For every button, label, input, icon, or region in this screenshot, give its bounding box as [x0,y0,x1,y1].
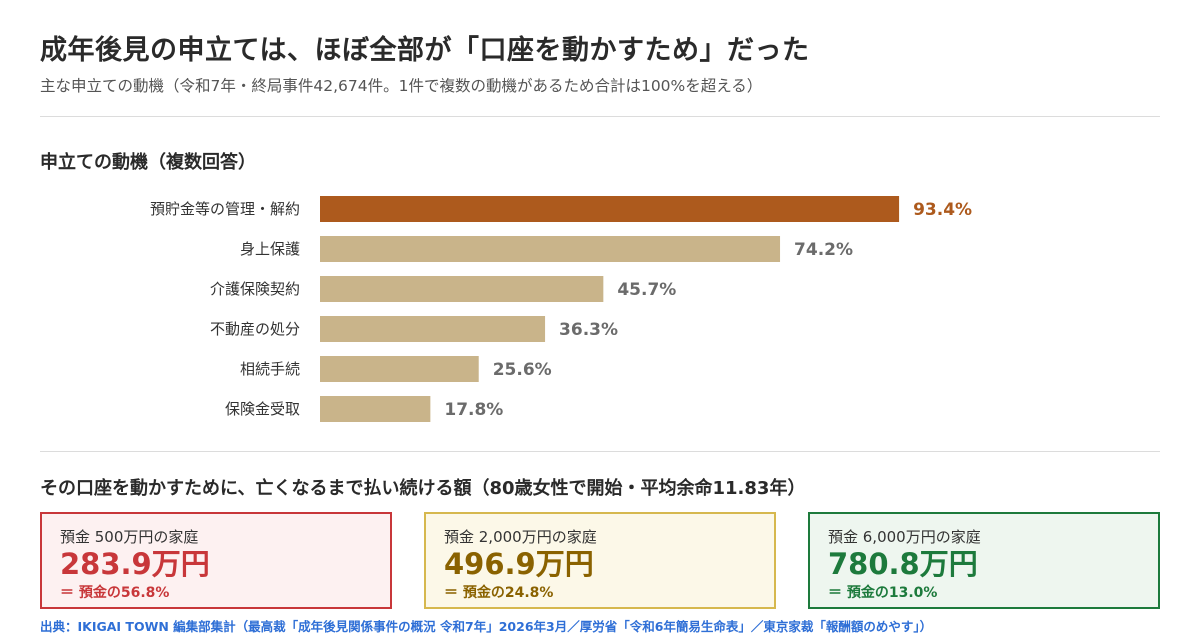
card-ratio: ＝ 預金の24.8% [444,584,554,601]
bar [320,316,546,342]
cost-card: 預金 2,000万円の家庭 496.9万円 ＝ 預金の24.8% [424,512,776,609]
value-label: 93.4% [913,200,972,220]
divider [40,451,1160,452]
category-label: 介護保険契約 [210,280,300,298]
card-value: 496.9万円 [444,547,594,581]
divider [40,116,1160,117]
bar [320,196,900,222]
card-ratio: ＝ 預金の13.0% [828,584,938,601]
chart-section-title: 申立ての動機（複数回答） [40,152,256,173]
card-label: 預金 500万円の家庭 [60,528,199,546]
bar [320,236,781,262]
category-label: 不動産の処分 [210,320,300,338]
value-label: 74.2% [794,240,853,260]
category-label: 預貯金等の管理・解約 [150,200,300,218]
value-label: 45.7% [617,280,676,300]
source-note: 出典：IKIGAI TOWN 編集部集計（最高裁「成年後見関係事件の概況 令和7… [40,619,933,634]
bar [320,276,604,302]
bar [320,396,431,422]
card-value: 283.9万円 [60,547,210,581]
category-label: 身上保護 [240,240,300,258]
motive-bar-chart: 預貯金等の管理・解約 93.4% 身上保護 74.2% 介護保険契約 45.7% 不動産の処… [150,196,972,422]
card-value: 780.8万円 [828,547,978,581]
category-label: 保険金受取 [225,400,300,418]
cost-card: 預金 500万円の家庭 283.9万円 ＝ 預金の56.8% [40,512,392,609]
card-label: 預金 6,000万円の家庭 [828,528,981,546]
page-subtitle: 主な申立ての動機（令和7年・終局事件42,674件。1件で複数の動機があるため合… [40,77,763,95]
bar [320,356,479,382]
page-title: 成年後見の申立ては、ほぼ全部が「口座を動かすため」だった [40,35,810,66]
cost-section-title: その口座を動かすために、亡くなるまで払い続ける額（80歳女性で開始・平均余命11… [40,478,806,499]
cost-cards: 預金 500万円の家庭 283.9万円 ＝ 預金の56.8% 預金 2,000万… [40,512,1160,609]
card-ratio: ＝ 預金の56.8% [60,584,170,601]
category-label: 相続手続 [240,360,300,378]
value-label: 17.8% [444,400,503,420]
cost-card: 預金 6,000万円の家庭 780.8万円 ＝ 預金の13.0% [808,512,1160,609]
value-label: 25.6% [493,360,552,380]
card-label: 預金 2,000万円の家庭 [444,528,597,546]
value-label: 36.3% [559,320,618,340]
